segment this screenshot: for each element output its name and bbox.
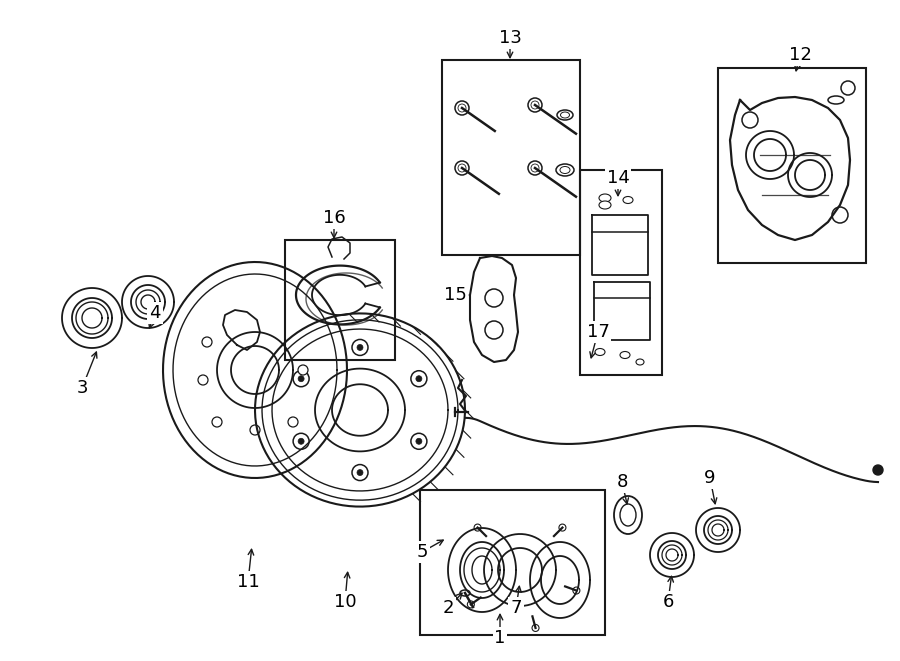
Text: 6: 6: [662, 593, 674, 611]
Circle shape: [742, 112, 758, 128]
Circle shape: [298, 365, 308, 375]
Circle shape: [198, 375, 208, 385]
Ellipse shape: [620, 504, 636, 526]
Circle shape: [411, 371, 427, 387]
Ellipse shape: [599, 201, 611, 209]
Circle shape: [474, 524, 482, 531]
Circle shape: [841, 81, 855, 95]
Text: 9: 9: [704, 469, 716, 487]
Ellipse shape: [556, 164, 574, 176]
Text: 11: 11: [237, 573, 259, 591]
Circle shape: [455, 161, 469, 175]
Text: 4: 4: [149, 304, 161, 322]
Text: 10: 10: [334, 593, 356, 611]
Ellipse shape: [620, 352, 630, 358]
Circle shape: [532, 625, 539, 631]
Circle shape: [455, 101, 469, 115]
Text: 5: 5: [416, 543, 428, 561]
Circle shape: [485, 321, 503, 339]
Text: 16: 16: [322, 209, 346, 227]
Circle shape: [832, 207, 848, 223]
Circle shape: [416, 438, 422, 444]
Circle shape: [212, 417, 222, 427]
Text: 15: 15: [444, 286, 466, 304]
Circle shape: [873, 465, 883, 475]
Text: 12: 12: [788, 46, 812, 64]
Circle shape: [288, 417, 298, 427]
Bar: [580, 170, 662, 375]
Bar: [718, 68, 866, 263]
Circle shape: [411, 433, 427, 449]
Ellipse shape: [599, 194, 611, 202]
Bar: [420, 490, 605, 635]
Text: 1: 1: [494, 629, 506, 647]
Text: 3: 3: [76, 379, 88, 397]
Circle shape: [573, 587, 580, 594]
Circle shape: [485, 289, 503, 307]
Text: 17: 17: [587, 323, 609, 341]
Circle shape: [357, 469, 363, 475]
Ellipse shape: [460, 590, 470, 596]
Circle shape: [298, 375, 304, 381]
Circle shape: [352, 340, 368, 356]
Bar: [442, 60, 580, 255]
Circle shape: [528, 98, 542, 112]
Ellipse shape: [595, 348, 605, 356]
Circle shape: [528, 161, 542, 175]
Circle shape: [357, 344, 363, 350]
Text: 13: 13: [499, 29, 521, 47]
Circle shape: [293, 371, 309, 387]
Circle shape: [202, 337, 212, 347]
Bar: [285, 240, 395, 360]
Circle shape: [298, 438, 304, 444]
Text: 7: 7: [510, 599, 522, 617]
Circle shape: [416, 375, 422, 381]
Ellipse shape: [623, 196, 633, 204]
Text: 14: 14: [607, 169, 629, 187]
Ellipse shape: [636, 359, 644, 365]
Circle shape: [293, 433, 309, 449]
Circle shape: [250, 425, 260, 435]
Text: 8: 8: [616, 473, 627, 491]
Ellipse shape: [828, 96, 844, 104]
Text: 2: 2: [442, 599, 454, 617]
Ellipse shape: [557, 110, 573, 120]
Circle shape: [352, 465, 368, 481]
Circle shape: [559, 524, 566, 531]
Ellipse shape: [614, 496, 642, 534]
Circle shape: [467, 601, 474, 608]
